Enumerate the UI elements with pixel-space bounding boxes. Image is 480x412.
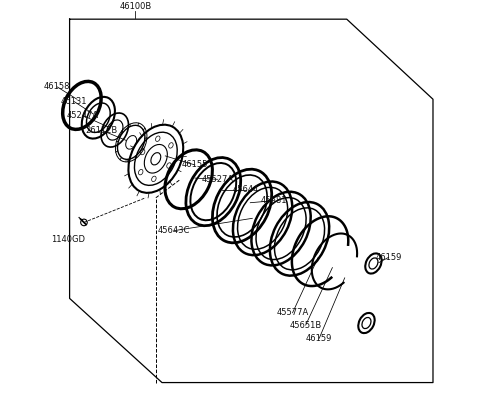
Text: 46159: 46159 [375, 253, 402, 262]
Text: 46131: 46131 [60, 97, 87, 106]
Text: 45643C: 45643C [158, 226, 191, 235]
Text: 46158: 46158 [44, 82, 71, 91]
Text: 45644: 45644 [233, 185, 259, 194]
Text: 46155: 46155 [181, 160, 208, 169]
Text: 46159: 46159 [306, 334, 333, 343]
Text: 45247A: 45247A [67, 111, 99, 120]
Text: 45681: 45681 [261, 196, 288, 205]
Text: 45577A: 45577A [276, 308, 309, 317]
Text: 26112B: 26112B [85, 126, 117, 135]
Text: 45651B: 45651B [289, 321, 322, 330]
Text: 1140GD: 1140GD [51, 235, 85, 244]
Text: 45527A: 45527A [201, 175, 233, 184]
Text: 46100B: 46100B [119, 2, 151, 12]
